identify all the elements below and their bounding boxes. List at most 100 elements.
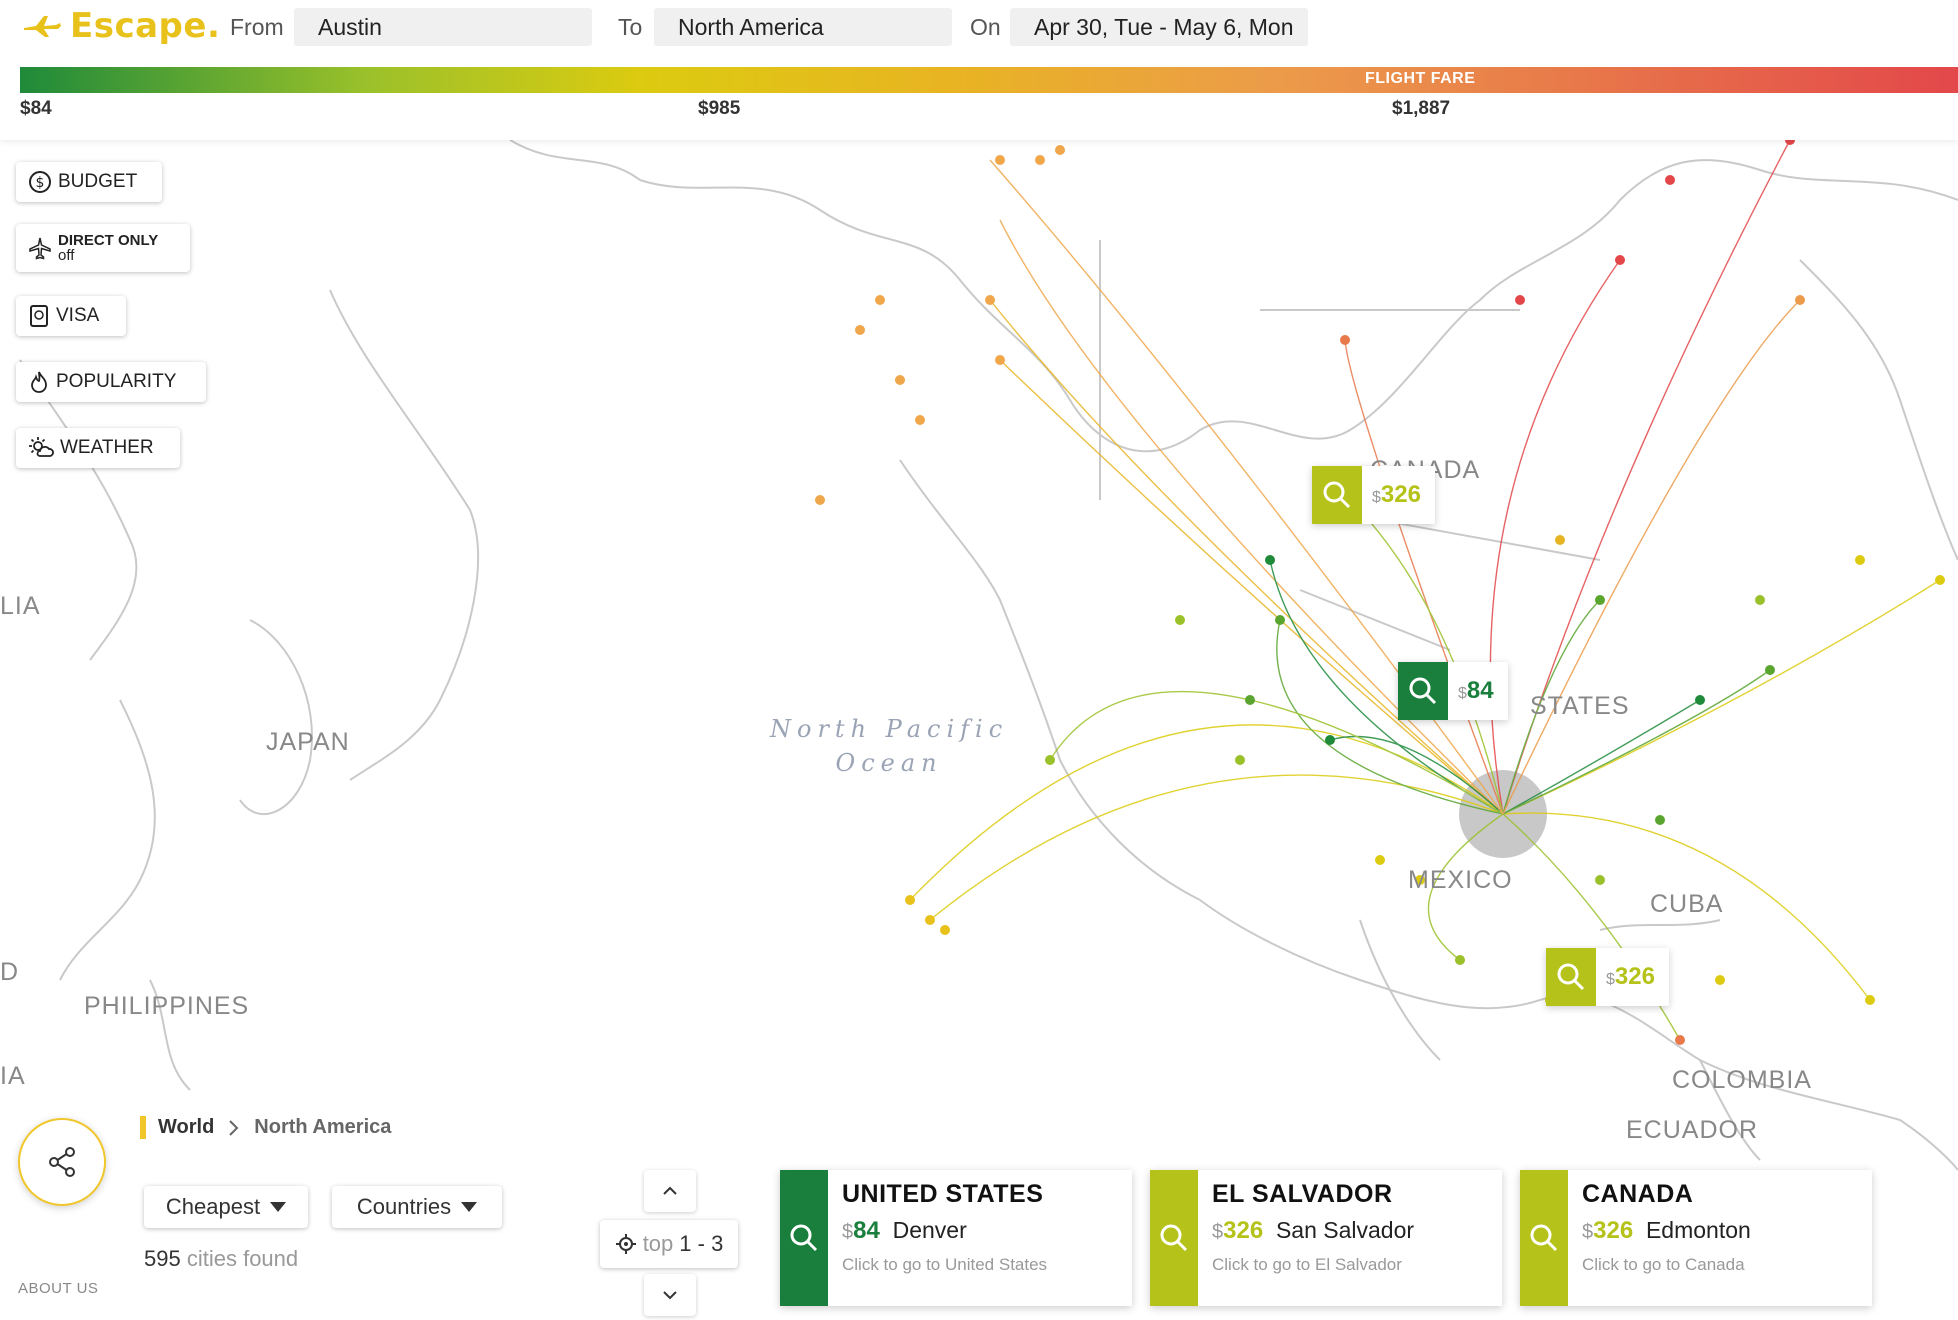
magnifier-icon (1160, 1224, 1188, 1252)
card-hint: Click to go to El Salvador (1212, 1255, 1402, 1274)
breadcrumb: World North America (140, 1116, 391, 1139)
magnifier-icon (790, 1224, 818, 1252)
card-price-line: $326 Edmonton (1582, 1217, 1751, 1245)
card-currency: $ (842, 1221, 854, 1243)
page-indicator-prefix: top (642, 1231, 674, 1256)
passport-icon (30, 305, 48, 327)
ocean-label-line1: North Pacific (770, 715, 1009, 743)
country-label-cuba: CUBA (1650, 890, 1724, 918)
country-label-lia: LIA (0, 592, 41, 620)
from-input[interactable]: Austin (294, 8, 592, 46)
pin-currency: $ (1372, 489, 1381, 506)
airplane-icon (29, 237, 51, 260)
caret-down-icon (461, 1202, 478, 1212)
sort-order-dropdown[interactable]: Cheapest (144, 1186, 308, 1228)
city-dots (815, 135, 1945, 1045)
country-label-mexico: MEXICO (1408, 866, 1513, 894)
group-by-dropdown[interactable]: Countries (332, 1186, 502, 1228)
visa-filter-button[interactable]: VISA (16, 296, 126, 336)
result-card[interactable]: UNITED STATES $84 Denver Click to go to … (780, 1170, 1132, 1306)
country-label-philippines: PHILIPPINES (84, 992, 250, 1020)
chevron-down-icon (663, 1291, 677, 1300)
weather-filter-button[interactable]: WEATHER (16, 428, 180, 468)
pin-price: $84 (1448, 662, 1508, 720)
direct-only-state: off (58, 247, 75, 264)
dollar-circle-icon: $ (29, 171, 51, 193)
chevron-up-icon (663, 1186, 677, 1195)
card-country: EL SALVADOR (1212, 1180, 1393, 1208)
result-card[interactable]: CANADA $326 Edmonton Click to go to Cana… (1520, 1170, 1872, 1306)
card-country: CANADA (1582, 1180, 1694, 1208)
map-price-pin[interactable]: $326 (1312, 466, 1435, 524)
card-search-button[interactable] (1520, 1170, 1568, 1306)
popularity-filter-button[interactable]: POPULARITY (16, 362, 206, 402)
budget-filter-label: BUDGET (58, 171, 138, 192)
logo-text: Escape. (70, 6, 221, 46)
share-icon (49, 1147, 75, 1177)
card-price: 326 (1223, 1217, 1264, 1244)
group-by-value: Countries (356, 1194, 452, 1219)
page-indicator-range: 1 - 3 (679, 1231, 724, 1256)
pin-search-button[interactable] (1398, 662, 1448, 720)
logo[interactable]: Escape. (22, 6, 220, 46)
map-price-pin[interactable]: $84 (1398, 662, 1508, 720)
on-label: On (970, 14, 1001, 40)
about-us-link[interactable]: ABOUT US (18, 1280, 99, 1297)
pin-search-button[interactable] (1312, 466, 1362, 524)
fare-max-label: $1,887 (1392, 98, 1451, 119)
results-count-number: 595 (144, 1246, 181, 1271)
magnifier-icon (1530, 1224, 1558, 1252)
to-input[interactable]: North America (654, 8, 952, 46)
magnifier-icon (1557, 963, 1585, 991)
pin-amount: 326 (1614, 963, 1655, 990)
pin-price: $326 (1596, 948, 1669, 1006)
ocean-label-line2: Ocean (835, 749, 943, 777)
ocean-label: North Pacific Ocean (770, 712, 1008, 780)
fare-scale-title: FLIGHT FARE (1365, 70, 1476, 87)
page-down-button[interactable] (644, 1274, 696, 1316)
country-label-d: D (0, 958, 20, 986)
card-price: 326 (1593, 1217, 1634, 1244)
pin-search-button[interactable] (1546, 948, 1596, 1006)
results-count-suffix: cities found (186, 1246, 299, 1271)
share-button[interactable] (18, 1118, 106, 1206)
country-label-states: STATES (1530, 692, 1630, 720)
top-bar: Escape. From Austin To North America On … (0, 0, 1958, 140)
pin-amount: 84 (1466, 677, 1494, 704)
fare-min-label: $84 (20, 98, 52, 119)
map-price-pin[interactable]: $326 (1546, 948, 1669, 1006)
result-card[interactable]: EL SALVADOR $326 San Salvador Click to g… (1150, 1170, 1502, 1306)
direct-only-filter-button[interactable]: DIRECT ONLY off (16, 224, 190, 272)
magnifier-icon (1323, 481, 1351, 509)
page-up-button[interactable] (644, 1170, 696, 1212)
card-search-button[interactable] (780, 1170, 828, 1306)
sort-order-value: Cheapest (165, 1194, 261, 1219)
fare-mid-label: $985 (698, 98, 741, 119)
direct-only-label: DIRECT ONLY (58, 232, 159, 249)
date-range-input[interactable]: Apr 30, Tue - May 6, Mon (1010, 8, 1308, 46)
weather-filter-label: WEATHER (60, 437, 154, 458)
card-city: Denver (892, 1217, 967, 1243)
results-count: 595 cities found (144, 1246, 298, 1272)
card-currency: $ (1212, 1221, 1224, 1243)
locate-target-icon (615, 1234, 636, 1254)
popularity-filter-label: POPULARITY (56, 371, 177, 392)
visa-filter-label: VISA (56, 305, 100, 326)
card-hint: Click to go to Canada (1582, 1255, 1745, 1274)
chevron-right-icon (229, 1119, 239, 1136)
budget-filter-button[interactable]: $ BUDGET (16, 162, 162, 202)
country-label-colombia: COLOMBIA (1672, 1066, 1812, 1094)
card-price-line: $326 San Salvador (1212, 1217, 1414, 1245)
card-hint: Click to go to United States (842, 1255, 1048, 1274)
sun-cloud-icon (29, 437, 54, 457)
breadcrumb-world[interactable]: World (140, 1116, 214, 1139)
card-search-button[interactable] (1150, 1170, 1198, 1306)
country-label-ia: IA (0, 1062, 26, 1090)
from-label: From (230, 14, 284, 40)
pin-price: $326 (1362, 466, 1435, 524)
flame-icon (31, 371, 47, 393)
country-label-ecuador: ECUADOR (1626, 1116, 1759, 1144)
card-price: 84 (853, 1217, 880, 1244)
page-indicator[interactable]: top 1 - 3 (600, 1220, 738, 1268)
